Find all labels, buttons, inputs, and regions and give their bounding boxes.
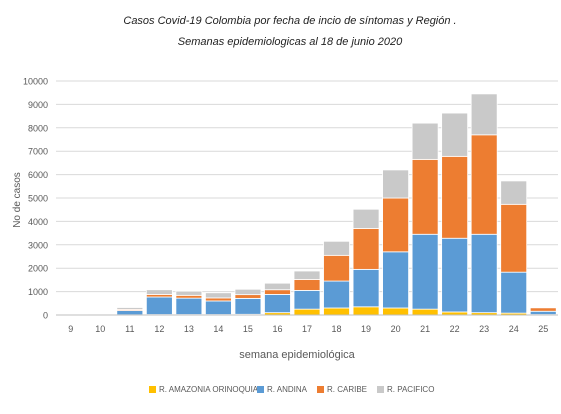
y-tick-label: 8000 (28, 123, 48, 133)
x-tick-label: 18 (332, 324, 342, 334)
x-tick-label: 14 (213, 324, 223, 334)
bar-segment (176, 298, 202, 314)
x-tick-label: 19 (361, 324, 371, 334)
x-tick-label: 21 (420, 324, 430, 334)
bar-segment (471, 135, 497, 234)
bar-segment (205, 301, 231, 315)
chart-subtitle: Semanas epidemiologicas al 18 de junio 2… (178, 36, 403, 48)
legend-label: R. ANDINA (267, 385, 308, 394)
bar-segment (353, 307, 379, 315)
bar-segment (324, 281, 350, 308)
bar-segment (264, 290, 290, 295)
bar-segment (530, 307, 556, 308)
bar-segment (264, 283, 290, 290)
y-tick-label: 9000 (28, 100, 48, 110)
x-tick-label: 12 (154, 324, 164, 334)
legend-swatch (257, 386, 264, 393)
y-tick-label: 5000 (28, 194, 48, 204)
x-tick-label: 11 (125, 324, 134, 334)
y-tick-label: 6000 (28, 170, 48, 180)
bar-segment (117, 311, 143, 315)
x-tick-label: 17 (302, 324, 312, 334)
x-tick-label: 9 (68, 324, 73, 334)
y-axis-title: No de casos (12, 172, 23, 228)
x-tick-label: 22 (450, 324, 460, 334)
x-tick-label: 24 (509, 324, 519, 334)
bar-segment (383, 170, 409, 198)
bar-segment (294, 290, 320, 309)
bar-segment (442, 156, 468, 238)
x-tick-label: 20 (391, 324, 401, 334)
bar-segment (442, 113, 468, 156)
bar-segment (501, 181, 527, 204)
y-tick-label: 0 (43, 311, 48, 321)
bar-segment (294, 309, 320, 315)
legend-label: R. CARIBE (327, 385, 367, 394)
bar-segment (294, 271, 320, 279)
bar-segment (205, 298, 231, 301)
legend-swatch (317, 386, 324, 393)
y-tick-label: 4000 (28, 217, 48, 227)
y-tick-label: 10000 (23, 77, 48, 87)
bar-segment (146, 297, 172, 315)
legend-label: R. AMAZONIA ORINOQUIA (159, 385, 259, 394)
bar-segment (501, 272, 527, 313)
bar-segment (235, 295, 261, 299)
bar-segment (353, 228, 379, 269)
bar-segment (324, 255, 350, 281)
bar-segment (442, 238, 468, 312)
bar-segment (353, 269, 379, 306)
bar-segment (324, 241, 350, 255)
bar-segment (353, 209, 379, 228)
x-axis-title: semana epidemiológica (239, 349, 355, 361)
x-tick-label: 16 (272, 324, 282, 334)
bar-segment (176, 295, 202, 298)
bar-segment (412, 234, 438, 309)
legend-swatch (149, 386, 156, 393)
bar-segment (176, 291, 202, 295)
x-tick-label: 23 (479, 324, 489, 334)
bar-segment (530, 308, 556, 312)
y-tick-label: 1000 (28, 287, 48, 297)
bar-segment (383, 252, 409, 308)
chart-title: Casos Covid-19 Colombia por fecha de inc… (123, 15, 456, 27)
bar-segment (117, 308, 143, 310)
bar-segment (383, 308, 409, 315)
bar-segment (324, 308, 350, 315)
x-tick-label: 25 (538, 324, 548, 334)
bar-segment (264, 294, 290, 312)
bar-segment (412, 309, 438, 315)
bar-segment (235, 298, 261, 314)
bar-segment (235, 289, 261, 294)
y-tick-label: 2000 (28, 264, 48, 274)
bar-segment (471, 94, 497, 135)
bar-segment (205, 293, 231, 298)
bar-segment (294, 279, 320, 290)
legend-label: R. PACIFICO (387, 385, 434, 394)
legend-swatch (377, 386, 384, 393)
bar-segment (471, 234, 497, 312)
y-tick-label: 3000 (28, 240, 48, 250)
bar-segment (146, 290, 172, 295)
bar-segment (383, 198, 409, 252)
bar-segment (530, 311, 556, 314)
x-tick-label: 13 (184, 324, 194, 334)
bar-segment (412, 123, 438, 159)
x-tick-label: 15 (243, 324, 253, 334)
x-tick-label: 10 (95, 324, 105, 334)
y-tick-label: 7000 (28, 147, 48, 157)
bar-segment (412, 159, 438, 234)
bar-segment (501, 204, 527, 272)
